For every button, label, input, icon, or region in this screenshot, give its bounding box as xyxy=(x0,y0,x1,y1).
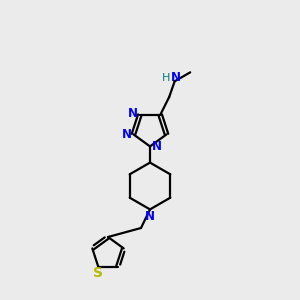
Text: H: H xyxy=(162,73,171,83)
Text: N: N xyxy=(122,128,132,141)
Text: N: N xyxy=(152,140,162,153)
Text: N: N xyxy=(171,71,181,84)
Text: N: N xyxy=(145,209,155,223)
Text: N: N xyxy=(128,107,138,120)
Text: S: S xyxy=(93,266,103,280)
